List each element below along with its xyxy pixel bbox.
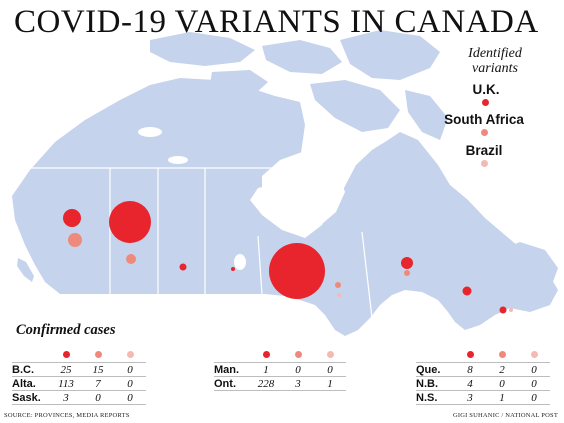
legend-sa-dot: [481, 129, 488, 136]
credit-note: GIGI SUHANIC / NATIONAL POST: [452, 412, 558, 419]
brazil-count: 0: [114, 376, 146, 391]
uk-count: 3: [454, 390, 486, 405]
sa-count: 1: [486, 390, 518, 405]
quebec-uk-circle: [401, 257, 413, 269]
table-row: Alta. 113 7 0: [12, 376, 146, 391]
sa-count: 2: [486, 362, 518, 377]
brazil-count: 0: [518, 376, 550, 391]
legend-heading: Identified variants: [448, 46, 542, 76]
table-row: N.S. 3 1 0: [416, 390, 550, 405]
legend-uk-label: U.K.: [472, 82, 500, 97]
arctic-island: [405, 90, 448, 140]
uk-dot: [466, 350, 474, 358]
table-row: B.C. 25 15 0: [12, 362, 146, 377]
table-row: Que. 8 2 0: [416, 362, 550, 377]
uk-count: 25: [50, 362, 82, 377]
confirmed-cases-title: Confirmed cases: [16, 322, 116, 338]
arctic-island: [262, 40, 342, 74]
sa-count: 7: [82, 376, 114, 391]
alberta-sa-circle: [126, 254, 136, 264]
brazil-dot: [126, 350, 134, 358]
table-row: Sask. 3 0 0: [12, 390, 146, 405]
quebec-sa-circle: [404, 270, 410, 276]
sa-dot: [498, 350, 506, 358]
vancouver-island: [17, 258, 34, 282]
cases-table-east: Que. 8 2 0 N.B. 4 0 0 N.S. 3 1 0: [416, 347, 550, 405]
sask-uk-circle: [179, 263, 187, 271]
ontario-uk-circle: [269, 243, 325, 299]
source-note: SOURCE: PROVINCES, MEDIA REPORTS: [4, 412, 130, 419]
province-borders: [20, 167, 373, 319]
province-label: Man.: [214, 362, 250, 377]
brazil-dot: [530, 350, 538, 358]
newfoundland: [500, 242, 558, 296]
sa-dot: [94, 350, 102, 358]
ontario-sa-circle: [335, 282, 341, 288]
variant-circles: [63, 201, 513, 314]
ns-sa-circle: [509, 308, 513, 312]
uk-dot: [62, 350, 70, 358]
nb-uk-circle: [462, 286, 472, 296]
uk-count: 8: [454, 362, 486, 377]
province-label: Sask.: [12, 390, 50, 405]
province-label: N.B.: [416, 376, 454, 391]
uk-count: 228: [250, 376, 282, 391]
table-row: Man. 1 0 0: [214, 362, 346, 377]
province-label: Ont.: [214, 376, 250, 391]
sa-count: 3: [282, 376, 314, 391]
cases-table-west: B.C. 25 15 0 Alta. 113 7 0 Sask. 3 0 0: [12, 347, 146, 405]
arctic-island: [150, 32, 255, 66]
legend-sa-label: South Africa: [444, 112, 524, 127]
ontario-br-circle: [337, 293, 341, 297]
brazil-count: 0: [518, 362, 550, 377]
uk-count: 1: [250, 362, 282, 377]
uk-count: 3: [50, 390, 82, 405]
uk-count: 113: [50, 376, 82, 391]
province-label: Que.: [416, 362, 454, 377]
brazil-dot: [326, 350, 334, 358]
legend-heading-line2: variants: [472, 61, 518, 76]
hudson-bay: [262, 152, 345, 232]
legend-brazil-dot: [481, 160, 488, 167]
legend-uk-dot: [482, 99, 489, 106]
brazil-count: 0: [314, 362, 346, 377]
arctic-island: [210, 70, 268, 94]
legend-brazil-label: Brazil: [465, 143, 503, 158]
table-row: Ont. 228 3 1: [214, 376, 346, 391]
lakes: [138, 127, 246, 270]
alberta-uk-circle: [109, 201, 151, 243]
manitoba-uk-circle: [231, 267, 235, 271]
sa-dot: [294, 350, 302, 358]
table-header-row: [12, 347, 146, 363]
table-row: N.B. 4 0 0: [416, 376, 550, 391]
brazil-count: 1: [314, 376, 346, 391]
ns-uk-circle: [499, 306, 507, 314]
brazil-count: 0: [114, 362, 146, 377]
brazil-count: 0: [518, 390, 550, 405]
province-label: Alta.: [12, 376, 50, 391]
province-label: B.C.: [12, 362, 50, 377]
sa-count: 0: [486, 376, 518, 391]
page-title: COVID-19 VARIANTS IN CANADA: [14, 4, 539, 40]
legend-heading-line1: Identified: [468, 46, 522, 61]
bc-sa-circle: [68, 233, 82, 247]
sa-count: 15: [82, 362, 114, 377]
table-header-row: [416, 347, 550, 363]
arctic-island: [310, 80, 400, 132]
bc-uk-circle: [63, 209, 81, 227]
table-header-row: [214, 347, 346, 363]
sa-count: 0: [282, 362, 314, 377]
sa-count: 0: [82, 390, 114, 405]
cases-table-central: Man. 1 0 0 Ont. 228 3 1: [214, 347, 346, 391]
brazil-count: 0: [114, 390, 146, 405]
uk-dot: [262, 350, 270, 358]
mainland-land: [12, 78, 558, 336]
arctic-island: [340, 30, 440, 80]
province-label: N.S.: [416, 390, 454, 405]
uk-count: 4: [454, 376, 486, 391]
